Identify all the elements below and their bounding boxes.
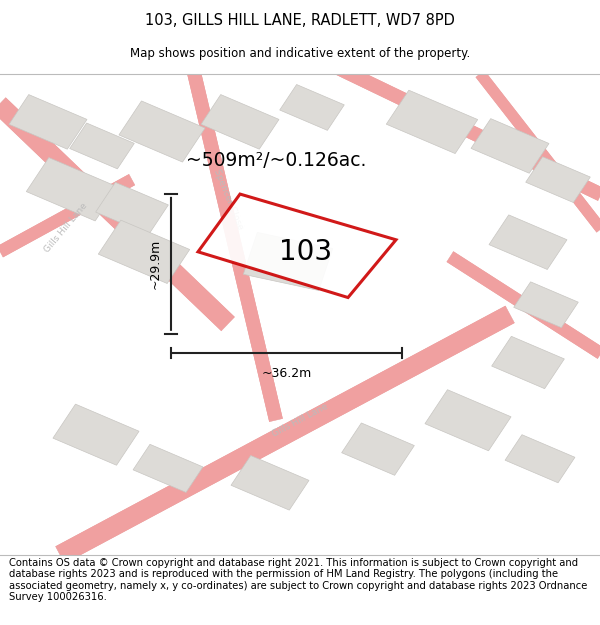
Polygon shape (98, 220, 190, 284)
Polygon shape (133, 444, 203, 493)
Polygon shape (489, 215, 567, 269)
Polygon shape (505, 435, 575, 482)
Text: ~29.9m: ~29.9m (149, 239, 162, 289)
Polygon shape (386, 90, 478, 154)
Polygon shape (244, 232, 332, 291)
Polygon shape (53, 404, 139, 465)
Text: ~36.2m: ~36.2m (262, 368, 311, 380)
Text: 103, GILLS HILL LANE, RADLETT, WD7 8PD: 103, GILLS HILL LANE, RADLETT, WD7 8PD (145, 13, 455, 28)
Polygon shape (95, 182, 169, 234)
Polygon shape (471, 119, 549, 173)
Polygon shape (280, 84, 344, 131)
Text: Contains OS data © Crown copyright and database right 2021. This information is : Contains OS data © Crown copyright and d… (9, 558, 587, 602)
Polygon shape (70, 123, 134, 169)
Text: Gills Hill Lane: Gills Hill Lane (271, 402, 329, 439)
Polygon shape (9, 94, 87, 149)
Polygon shape (425, 390, 511, 451)
Text: 103: 103 (280, 238, 332, 266)
Polygon shape (341, 423, 415, 475)
Text: Spencer Close: Spencer Close (212, 167, 244, 231)
Polygon shape (201, 94, 279, 149)
Polygon shape (491, 336, 565, 389)
Text: ~509m²/~0.126ac.: ~509m²/~0.126ac. (186, 151, 366, 170)
Text: Gills Hill Lane: Gills Hill Lane (43, 201, 89, 254)
Polygon shape (119, 101, 205, 162)
Polygon shape (26, 158, 118, 221)
Text: Map shows position and indicative extent of the property.: Map shows position and indicative extent… (130, 47, 470, 59)
Polygon shape (526, 157, 590, 202)
Polygon shape (198, 194, 396, 298)
Polygon shape (514, 282, 578, 328)
Polygon shape (231, 456, 309, 510)
